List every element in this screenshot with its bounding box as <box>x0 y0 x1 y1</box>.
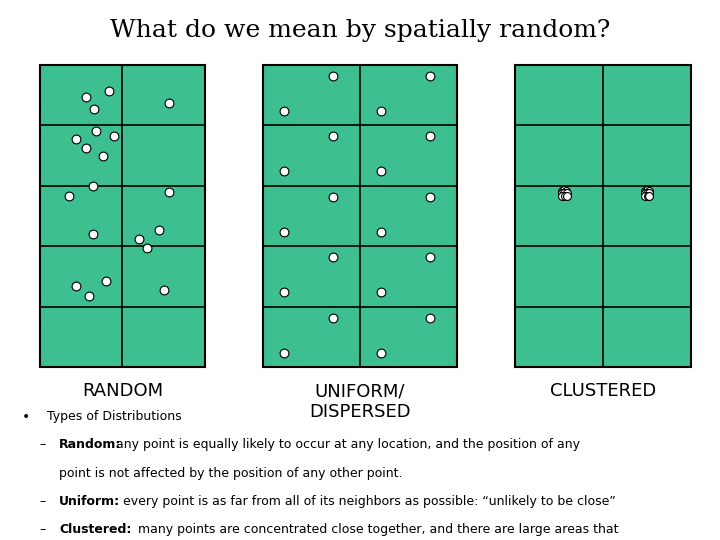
Text: –: – <box>40 523 46 536</box>
Text: point is not affected by the position of any other point.: point is not affected by the position of… <box>59 467 402 480</box>
Text: What do we mean by spatially random?: What do we mean by spatially random? <box>110 19 610 42</box>
Bar <box>515 65 691 367</box>
Text: many points are concentrated close together, and there are large areas that: many points are concentrated close toget… <box>134 523 618 536</box>
Text: any point is equally likely to occur at any location, and the position of any: any point is equally likely to occur at … <box>112 438 580 451</box>
Text: Types of Distributions: Types of Distributions <box>47 410 181 423</box>
Text: Clustered:: Clustered: <box>59 523 132 536</box>
Text: Random:: Random: <box>59 438 122 451</box>
Text: every point is as far from all of its neighbors as possible: “unlikely to be clo: every point is as far from all of its ne… <box>119 495 616 508</box>
Text: •: • <box>22 410 30 424</box>
Text: –: – <box>40 438 46 451</box>
Text: Uniform:: Uniform: <box>59 495 120 508</box>
Text: RANDOM: RANDOM <box>82 382 163 400</box>
Text: CLUSTERED: CLUSTERED <box>550 382 656 400</box>
Bar <box>40 65 205 367</box>
Text: –: – <box>40 495 46 508</box>
Text: UNIFORM/
DISPERSED: UNIFORM/ DISPERSED <box>309 382 411 421</box>
Bar <box>263 65 457 367</box>
